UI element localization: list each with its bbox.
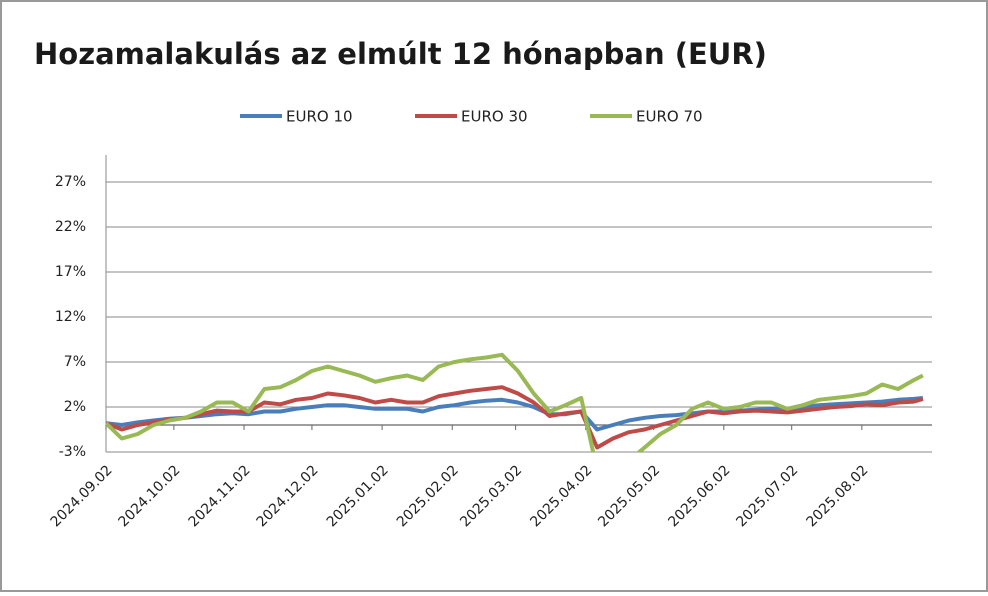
- series-line: [106, 385, 924, 450]
- legend-label: EURO 70: [636, 108, 703, 126]
- y-tick-label: 12%: [55, 309, 86, 325]
- plot: [106, 352, 924, 452]
- y-tick-label: 22%: [55, 219, 86, 235]
- y-tick-label: 17%: [55, 264, 86, 280]
- series-line: [106, 352, 924, 452]
- legend-label: EURO 10: [286, 108, 353, 126]
- legend-label: EURO 30: [461, 108, 528, 126]
- y-tick-label: -3%: [59, 444, 86, 460]
- y-tick-label: 7%: [64, 354, 86, 370]
- chart-title: Hozamalakulás az elmúlt 12 hónapban (EUR…: [34, 37, 767, 71]
- y-tick-label: 2%: [64, 399, 86, 415]
- y-tick-label: 27%: [55, 174, 86, 190]
